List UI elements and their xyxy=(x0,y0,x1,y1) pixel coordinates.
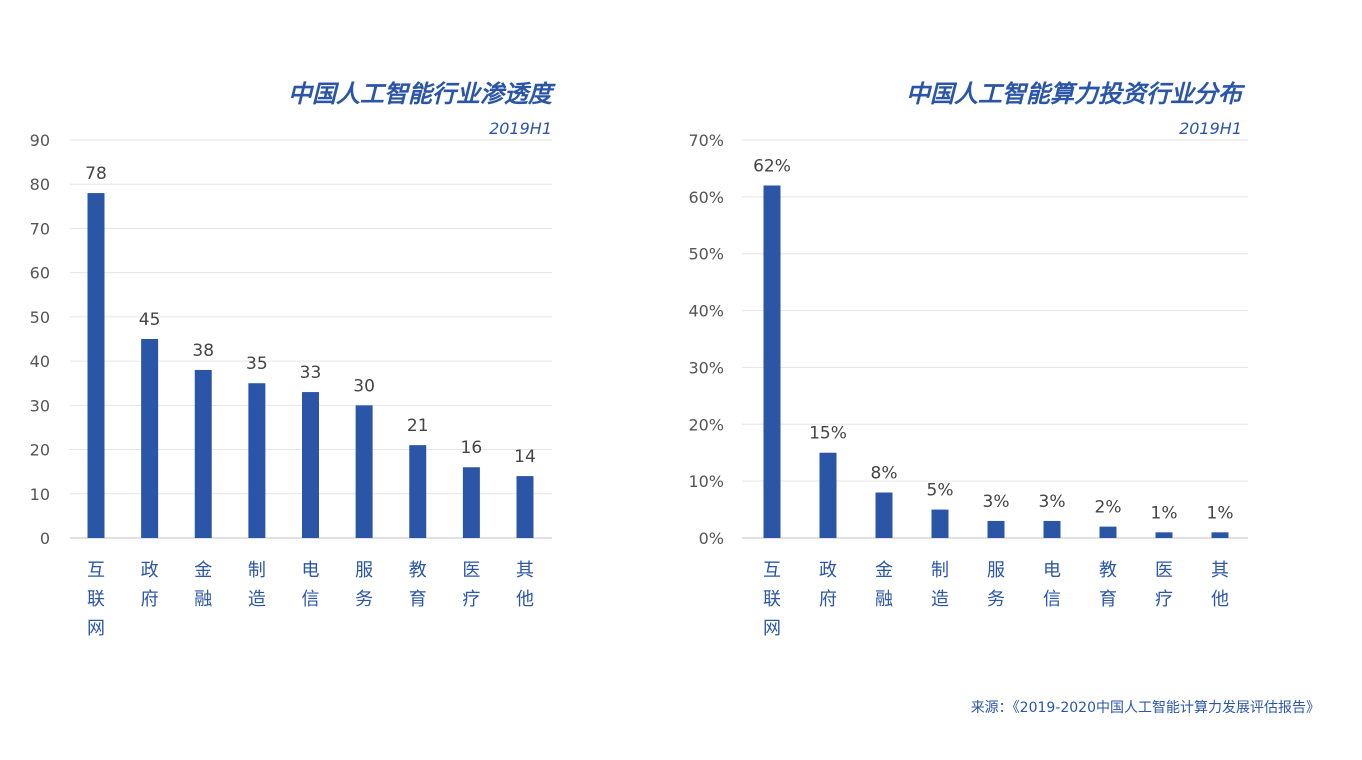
right-data-label: 2% xyxy=(1095,498,1122,518)
left-data-label: 14 xyxy=(514,447,536,467)
left-bar xyxy=(355,405,373,538)
right-x-tick-label: 教育 xyxy=(1099,560,1117,610)
right-y-tick-label: 10% xyxy=(688,472,724,491)
right-y-tick-label: 20% xyxy=(688,415,724,434)
right-y-tick-label: 40% xyxy=(688,302,724,321)
right-chart-subtitle: 2019H1 xyxy=(1179,119,1242,138)
left-x-tick-label: 政府 xyxy=(141,560,159,610)
left-data-label: 33 xyxy=(300,363,322,383)
right-chart-title: 中国人工智能算力投资行业分布 xyxy=(906,80,1242,108)
left-y-tick-label: 50 xyxy=(30,308,50,327)
right-x-tick-label: 金融 xyxy=(875,560,893,610)
right-data-label: 1% xyxy=(1207,503,1234,523)
right-data-label: 5% xyxy=(927,481,954,501)
right-bar xyxy=(1043,520,1061,538)
right-data-label: 3% xyxy=(983,492,1010,512)
left-y-tick-label: 30 xyxy=(30,396,50,415)
right-x-tick-label: 政府 xyxy=(819,560,837,610)
right-y-tick-label: 50% xyxy=(688,245,724,264)
right-bar xyxy=(1155,532,1173,538)
right-x-tick-label: 互联网 xyxy=(763,560,781,639)
left-y-tick-label: 0 xyxy=(40,529,50,548)
left-y-tick-label: 20 xyxy=(30,441,50,460)
left-chart-title: 中国人工智能行业渗透度 xyxy=(288,80,552,108)
left-bar xyxy=(516,476,534,538)
left-data-label: 30 xyxy=(353,376,375,396)
left-x-tick-label: 其他 xyxy=(516,560,534,610)
left-x-tick-label: 互联网 xyxy=(87,560,105,639)
right-bar xyxy=(1211,532,1229,538)
right-x-tick-label: 电信 xyxy=(1043,560,1061,610)
left-x-tick-label: 服务 xyxy=(355,560,373,610)
left-x-tick-label: 制造 xyxy=(248,560,266,610)
source-note: 来源：《2019-2020中国人工智能计算力发展评估报告》 xyxy=(970,700,1320,716)
left-bar xyxy=(302,392,319,538)
left-x-tick-label: 医疗 xyxy=(462,560,480,610)
right-data-label: 3% xyxy=(1039,492,1066,512)
right-data-label: 15% xyxy=(809,424,847,444)
right-data-label: 62% xyxy=(753,156,791,176)
left-y-tick-label: 40 xyxy=(30,352,50,371)
right-bar xyxy=(987,520,1005,538)
left-x-tick-label: 电信 xyxy=(302,560,320,610)
right-data-label: 1% xyxy=(1151,503,1178,523)
right-x-tick-label: 制造 xyxy=(931,560,949,610)
left-y-tick-label: 80 xyxy=(30,175,50,194)
left-data-label: 45 xyxy=(139,310,161,330)
right-y-tick-label: 30% xyxy=(688,358,724,377)
right-x-tick-label: 医疗 xyxy=(1155,560,1173,610)
left-data-label: 38 xyxy=(192,341,214,361)
right-bar xyxy=(1099,526,1117,538)
left-chart-subtitle: 2019H1 xyxy=(489,119,552,138)
right-x-tick-label: 其他 xyxy=(1211,560,1229,610)
left-x-tick-label: 教育 xyxy=(409,560,427,610)
left-y-tick-label: 90 xyxy=(30,131,50,150)
left-bar xyxy=(462,467,480,538)
left-y-tick-label: 70 xyxy=(30,219,50,238)
right-bar xyxy=(819,452,837,538)
right-data-label: 8% xyxy=(871,464,898,484)
left-bar xyxy=(87,193,105,539)
left-data-label: 16 xyxy=(461,438,483,458)
right-y-tick-label: 70% xyxy=(688,131,724,150)
left-bar xyxy=(409,445,427,538)
right-y-tick-label: 0% xyxy=(699,529,724,548)
left-data-label: 21 xyxy=(407,416,429,436)
left-x-tick-label: 金融 xyxy=(194,560,212,610)
left-data-label: 78 xyxy=(85,164,107,184)
left-y-tick-label: 10 xyxy=(30,485,50,504)
right-bar xyxy=(763,185,781,538)
left-y-tick-label: 60 xyxy=(30,264,50,283)
right-y-tick-label: 60% xyxy=(688,188,724,207)
left-data-label: 35 xyxy=(246,354,268,374)
left-bar xyxy=(194,369,212,538)
right-bar xyxy=(875,492,893,538)
left-bar xyxy=(141,339,159,538)
right-bar xyxy=(931,509,949,538)
right-x-tick-label: 服务 xyxy=(987,560,1005,610)
left-bar xyxy=(248,383,266,538)
